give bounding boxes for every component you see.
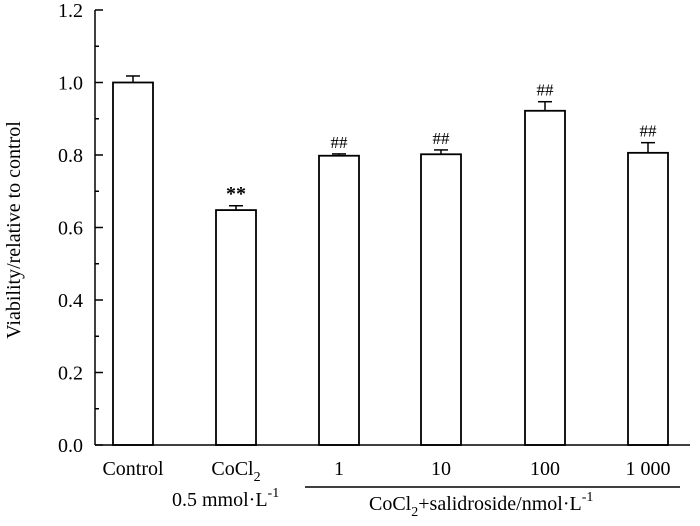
significance-label: ## xyxy=(331,133,349,152)
bar xyxy=(420,153,462,446)
y-tick-label: 0.0 xyxy=(58,435,83,457)
bar xyxy=(524,109,566,446)
significance-label: ## xyxy=(640,122,658,141)
y-tick-label: 0.8 xyxy=(58,145,83,167)
treatment-group-label: CoCl2+salidroside/nmol·L-1 xyxy=(369,490,593,520)
bars: ** ## ## ## ## xyxy=(112,75,669,446)
y-axis: 0.0 0.2 0.4 0.6 0.8 1.0 1.2 xyxy=(58,0,103,457)
x-tick-label: CoCl2 xyxy=(211,458,260,485)
bar xyxy=(627,151,669,446)
y-tick-label: 0.6 xyxy=(58,218,83,240)
significance-label: ** xyxy=(226,183,246,205)
y-tick-label: 1.0 xyxy=(58,73,83,95)
bar xyxy=(112,81,154,446)
y-tick-label: 0.4 xyxy=(58,290,83,312)
x-tick-label: Control xyxy=(102,458,164,480)
x-axis: Control CoCl2 1 10 100 1 000 xyxy=(95,444,690,485)
significance-label: ## xyxy=(537,81,555,100)
y-axis-label: Viability/relative to control xyxy=(3,121,25,339)
y-tick-label: 1.2 xyxy=(58,0,83,22)
x-tick-label: 100 xyxy=(530,458,560,480)
x-tick-label: 1 000 xyxy=(626,458,671,480)
y-tick-label: 0.2 xyxy=(58,363,83,385)
cocl2-dose-label: 0.5 mmol·L-1 xyxy=(172,486,279,511)
x-tick-label: 10 xyxy=(431,458,451,480)
significance-label: ## xyxy=(433,129,451,148)
x-tick-label: 1 xyxy=(334,458,344,480)
bar xyxy=(318,154,360,446)
bar xyxy=(215,209,257,446)
